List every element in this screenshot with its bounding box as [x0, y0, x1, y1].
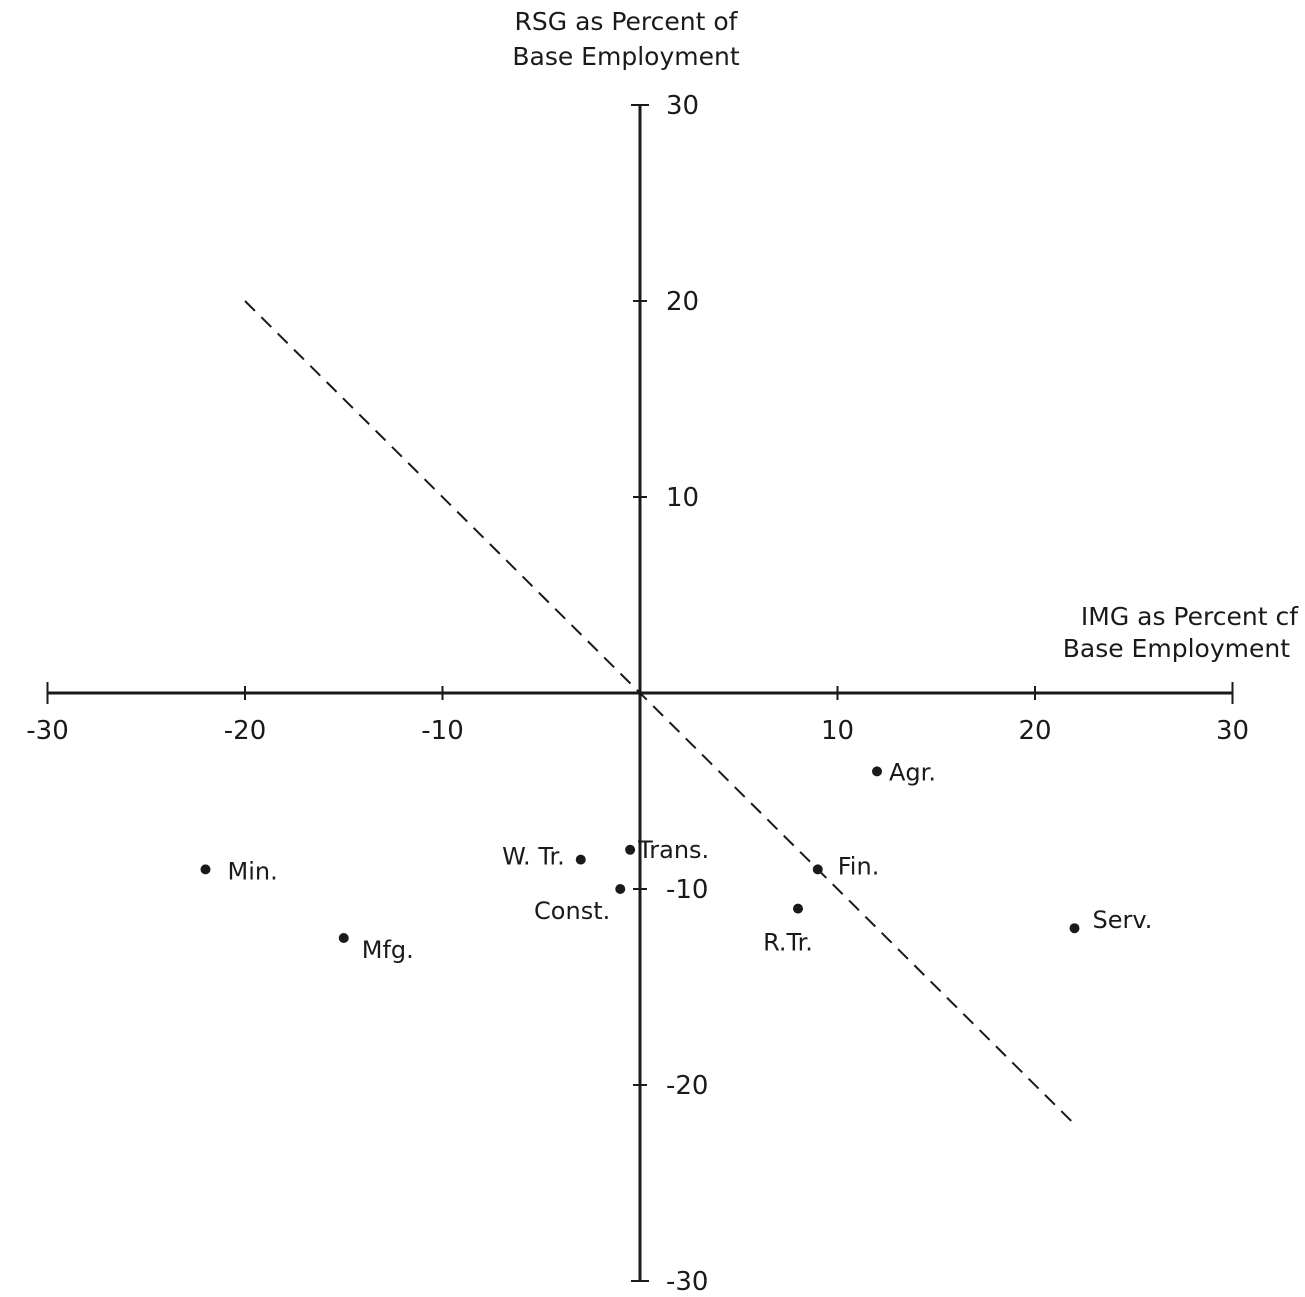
- data-point: [793, 903, 803, 914]
- data-point-label: W. Tr.: [502, 843, 565, 871]
- data-point: [615, 884, 626, 894]
- x-tick-label: -20: [224, 716, 266, 746]
- x-tick-label: 20: [1018, 716, 1051, 746]
- x-tick-label: 10: [821, 716, 854, 746]
- data-point: [812, 864, 823, 875]
- reference-line-layer: [244, 300, 1076, 1125]
- x-tick-label: 30: [1216, 716, 1249, 746]
- data-point-label: Mfg.: [362, 936, 414, 964]
- data-point: [872, 766, 882, 777]
- data-point: [575, 854, 586, 865]
- data-point-label: Agr.: [889, 758, 936, 786]
- data-point-label: Serv.: [1093, 906, 1153, 934]
- ticks: -30 -20 -10 10 20 30 30 20 10 -10 -20 -30: [26, 91, 1249, 1297]
- y-tick-label: 30: [666, 91, 699, 121]
- data-point: [338, 933, 349, 943]
- data-point: [1069, 923, 1080, 934]
- data-point-label: R.Tr.: [763, 929, 813, 957]
- reference-dashed-line: [244, 300, 1076, 1125]
- y-axis-title-line-2: Base Employment: [512, 42, 739, 71]
- y-axis-title-line-1: RSG as Percent of: [515, 7, 739, 36]
- x-tick-label: -30: [26, 716, 68, 746]
- data-point-label: Fin.: [838, 852, 880, 880]
- x-axis-title-line-2: Base Employment: [1063, 634, 1290, 663]
- data-point-label: Min.: [228, 857, 278, 885]
- x-tick-label: -10: [421, 716, 463, 746]
- x-axis-title-line-1: IMG as Percent cf: [1081, 602, 1299, 631]
- data-point-label: Trans.: [637, 836, 709, 864]
- data-point-label: Const.: [534, 897, 610, 925]
- y-tick-label: 10: [666, 483, 699, 513]
- data-points: Agr. Fin. Trans. W. Tr. Const. R.Tr. Serv. Min.…: [200, 758, 1153, 964]
- data-point: [625, 844, 636, 855]
- data-point: [200, 864, 211, 875]
- y-tick-label: -30: [666, 1267, 708, 1297]
- y-tick-label: 20: [666, 287, 699, 317]
- y-tick-label: -10: [666, 875, 708, 905]
- y-tick-label: -20: [666, 1071, 708, 1101]
